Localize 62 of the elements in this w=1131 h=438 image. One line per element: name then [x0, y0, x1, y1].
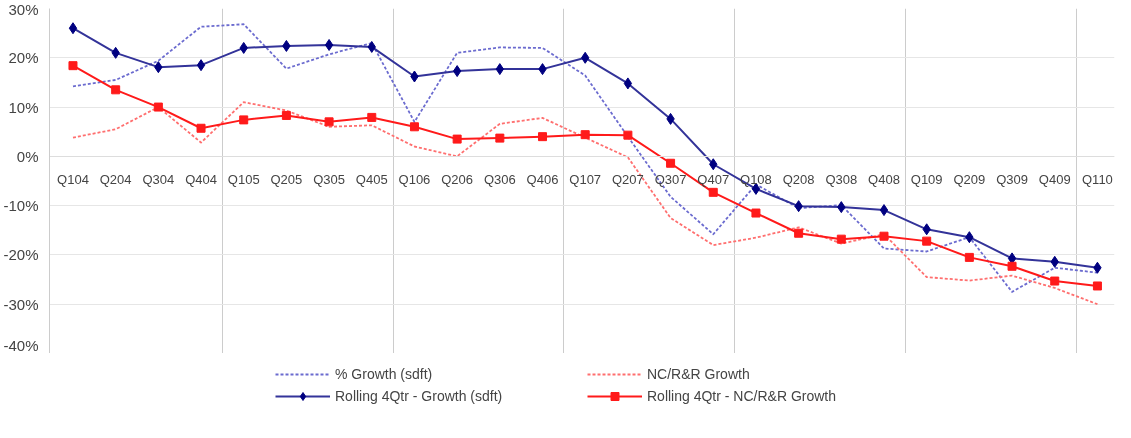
- x-tick-label: Q406: [526, 172, 559, 188]
- x-tick-label: Q109: [910, 172, 943, 188]
- y-tick-label: 0%: [16, 147, 39, 165]
- x-tick-label: Q309: [996, 172, 1028, 188]
- point: [666, 158, 676, 168]
- point: [580, 130, 590, 140]
- point: [836, 234, 846, 244]
- point: [794, 228, 804, 238]
- x-tick-label: Q409: [1038, 172, 1071, 188]
- y-tick-label: -20%: [3, 246, 39, 264]
- point: [623, 130, 633, 140]
- x-tick-label: Q205: [270, 172, 303, 188]
- point: [1092, 281, 1102, 291]
- legend-label: Rolling 4Qtr - Growth (sdft): [335, 388, 504, 404]
- x-tick-label: Q209: [953, 172, 986, 188]
- point: [922, 236, 932, 246]
- point: [964, 252, 974, 262]
- point: [879, 231, 889, 241]
- y-tick-label: 20%: [8, 49, 39, 67]
- x-tick-label: Q110: [1082, 172, 1113, 188]
- x-tick-label: Q204: [99, 172, 132, 188]
- point: [324, 117, 334, 127]
- x-tick-label: Q407: [697, 172, 730, 188]
- x-tick-label: Q206: [441, 172, 474, 188]
- x-tick-label: Q104: [57, 172, 89, 188]
- x-tick-label: Q106: [398, 172, 431, 188]
- x-tick-label: Q404: [185, 172, 217, 188]
- point: [367, 112, 377, 122]
- legend-label: % Growth (sdft): [335, 366, 434, 382]
- point: [751, 208, 761, 218]
- x-tick-label: Q107: [569, 172, 602, 188]
- legend-label: Rolling 4Qtr - NC/R&R Growth: [647, 388, 838, 404]
- x-tick-label: Q108: [740, 172, 772, 188]
- point: [1050, 276, 1060, 286]
- point: [68, 61, 78, 71]
- point: [495, 133, 505, 143]
- y-tick-label: -10%: [3, 197, 39, 215]
- y-tick-label: 10%: [8, 98, 39, 116]
- x-tick-label: Q305: [313, 172, 345, 188]
- point: [111, 85, 121, 95]
- x-tick-label: Q405: [355, 172, 388, 188]
- point: [409, 122, 419, 132]
- y-tick-label: 30%: [8, 0, 39, 18]
- x-tick-label: Q208: [782, 172, 815, 188]
- x-tick-label: Q308: [825, 172, 858, 188]
- point: [196, 123, 206, 133]
- point: [239, 115, 249, 125]
- legend-label: NC/R&R Growth: [647, 366, 751, 382]
- point: [281, 110, 291, 120]
- y-tick-label: -30%: [3, 295, 39, 313]
- x-tick-label: Q307: [654, 172, 687, 188]
- x-tick-label: Q105: [227, 172, 260, 188]
- point: [1007, 261, 1017, 271]
- point: [538, 132, 548, 142]
- x-tick-label: Q408: [868, 172, 900, 188]
- x-tick-label: Q306: [483, 172, 516, 188]
- x-tick-label: Q207: [611, 172, 644, 188]
- x-tick-label: Q304: [142, 172, 175, 188]
- point: [708, 187, 718, 197]
- point: [153, 102, 163, 112]
- point: [452, 134, 462, 144]
- y-tick-label: -40%: [3, 336, 39, 354]
